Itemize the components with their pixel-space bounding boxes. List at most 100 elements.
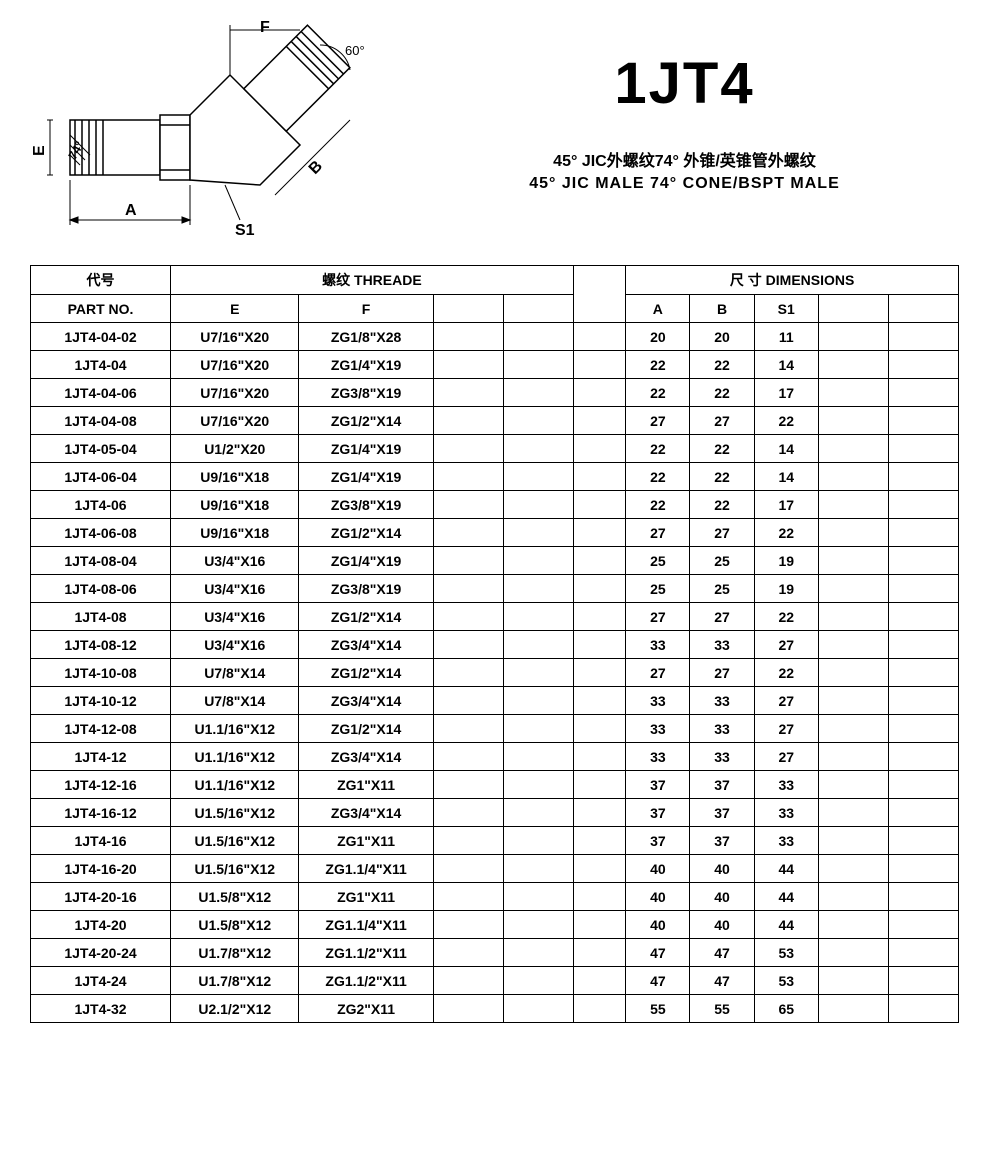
cell-blank xyxy=(433,491,503,519)
header-part-cn: 代号 xyxy=(31,266,171,295)
cell-blank xyxy=(818,547,888,575)
table-row: 1JT4-12U1.1/16"X12ZG3/4"X14333327 xyxy=(31,743,959,771)
cell-blank xyxy=(503,995,573,1023)
cell-b: 22 xyxy=(690,351,754,379)
cell-blank xyxy=(573,827,626,855)
cell-blank xyxy=(433,603,503,631)
fitting-diagram-svg: F E A B S1 60° 74° xyxy=(30,20,410,240)
cell-a: 40 xyxy=(626,855,690,883)
cell-blank xyxy=(573,967,626,995)
cell-f: ZG2"X11 xyxy=(299,995,433,1023)
header-blank2 xyxy=(503,295,573,323)
cell-blank xyxy=(433,575,503,603)
cell-blank xyxy=(573,323,626,351)
cell-blank xyxy=(818,855,888,883)
cell-e: U2.1/2"X12 xyxy=(171,995,299,1023)
cell-blank xyxy=(818,351,888,379)
cell-part: 1JT4-16-12 xyxy=(31,799,171,827)
cell-blank xyxy=(573,351,626,379)
cell-blank xyxy=(503,687,573,715)
table-row: 1JT4-16U1.5/16"X12ZG1"X11373733 xyxy=(31,827,959,855)
cell-blank xyxy=(433,631,503,659)
cell-blank xyxy=(573,995,626,1023)
table-row: 1JT4-05-04U1/2"X20ZG1/4"X19222214 xyxy=(31,435,959,463)
cell-blank xyxy=(503,771,573,799)
cell-f: ZG1/2"X14 xyxy=(299,519,433,547)
label-E: E xyxy=(31,145,48,156)
cell-blank xyxy=(433,939,503,967)
cell-blank xyxy=(818,771,888,799)
cell-e: U3/4"X16 xyxy=(171,631,299,659)
cell-a: 33 xyxy=(626,631,690,659)
header-B: B xyxy=(690,295,754,323)
label-F: F xyxy=(260,20,270,36)
cell-e: U1.7/8"X12 xyxy=(171,967,299,995)
cell-e: U7/16"X20 xyxy=(171,379,299,407)
table-row: 1JT4-20U1.5/8"X12ZG1.1/4"X11404044 xyxy=(31,911,959,939)
header-E: E xyxy=(171,295,299,323)
cell-a: 27 xyxy=(626,519,690,547)
cell-blank xyxy=(888,799,958,827)
cell-blank xyxy=(888,855,958,883)
cell-blank xyxy=(888,575,958,603)
cell-blank xyxy=(433,463,503,491)
cell-s1: 17 xyxy=(754,379,818,407)
cell-blank xyxy=(433,911,503,939)
cell-b: 25 xyxy=(690,575,754,603)
cell-e: U1.5/8"X12 xyxy=(171,883,299,911)
table-row: 1JT4-06-08U9/16"X18ZG1/2"X14272722 xyxy=(31,519,959,547)
specifications-table: 代号 螺纹 THREADE 尺 寸 DIMENSIONS PART NO. E … xyxy=(30,265,959,1023)
table-row: 1JT4-04-08U7/16"X20ZG1/2"X14272722 xyxy=(31,407,959,435)
cell-blank xyxy=(433,323,503,351)
cell-e: U7/16"X20 xyxy=(171,351,299,379)
cell-blank xyxy=(818,519,888,547)
cell-b: 33 xyxy=(690,715,754,743)
cell-a: 37 xyxy=(626,827,690,855)
cell-e: U1.1/16"X12 xyxy=(171,715,299,743)
cell-blank xyxy=(573,687,626,715)
cell-blank xyxy=(573,631,626,659)
cell-e: U1.1/16"X12 xyxy=(171,771,299,799)
cell-blank xyxy=(503,351,573,379)
cell-blank xyxy=(503,659,573,687)
table-row: 1JT4-06-04U9/16"X18ZG1/4"X19222214 xyxy=(31,463,959,491)
cell-blank xyxy=(888,379,958,407)
table-row: 1JT4-04U7/16"X20ZG1/4"X19222214 xyxy=(31,351,959,379)
cell-b: 40 xyxy=(690,883,754,911)
cell-e: U3/4"X16 xyxy=(171,547,299,575)
cell-blank xyxy=(503,491,573,519)
cell-blank xyxy=(503,743,573,771)
cell-blank xyxy=(503,547,573,575)
cell-a: 22 xyxy=(626,463,690,491)
cell-e: U1.7/8"X12 xyxy=(171,939,299,967)
cell-blank xyxy=(503,379,573,407)
table-row: 1JT4-20-16U1.5/8"X12ZG1"X11404044 xyxy=(31,883,959,911)
cell-part: 1JT4-20-16 xyxy=(31,883,171,911)
cell-b: 40 xyxy=(690,911,754,939)
cell-part: 1JT4-06-04 xyxy=(31,463,171,491)
subtitle-english: 45° JIC MALE 74° CONE/BSPT MALE xyxy=(410,175,959,193)
cell-blank xyxy=(888,715,958,743)
cell-blank xyxy=(888,743,958,771)
cell-f: ZG1/4"X19 xyxy=(299,351,433,379)
cell-blank xyxy=(888,323,958,351)
label-60deg: 60° xyxy=(345,43,365,58)
cell-blank xyxy=(573,463,626,491)
cell-blank xyxy=(503,323,573,351)
cell-b: 22 xyxy=(690,463,754,491)
cell-blank xyxy=(503,575,573,603)
cell-b: 27 xyxy=(690,603,754,631)
cell-a: 22 xyxy=(626,491,690,519)
cell-b: 47 xyxy=(690,939,754,967)
cell-blank xyxy=(433,435,503,463)
cell-part: 1JT4-08-04 xyxy=(31,547,171,575)
cell-blank xyxy=(573,519,626,547)
cell-blank xyxy=(503,911,573,939)
cell-blank xyxy=(433,687,503,715)
cell-blank xyxy=(818,659,888,687)
cell-b: 33 xyxy=(690,687,754,715)
cell-blank xyxy=(503,631,573,659)
cell-blank xyxy=(888,491,958,519)
cell-part: 1JT4-20-24 xyxy=(31,939,171,967)
cell-a: 27 xyxy=(626,659,690,687)
